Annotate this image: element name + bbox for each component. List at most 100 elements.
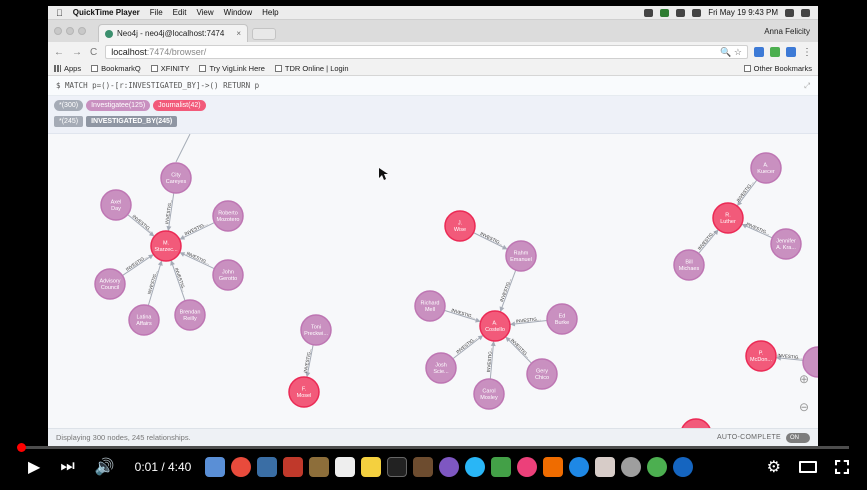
bookmark-tdr[interactable]: TDR Online | Login bbox=[274, 64, 349, 73]
graph-edge[interactable] bbox=[505, 336, 532, 364]
graph-edge[interactable] bbox=[179, 251, 215, 270]
graph-node[interactable]: Latina Affairs bbox=[128, 304, 160, 336]
node-circle[interactable] bbox=[414, 290, 446, 322]
graph-node[interactable] bbox=[681, 418, 711, 428]
next-icon[interactable]: ⏭ bbox=[60, 458, 75, 475]
forward-button[interactable]: → bbox=[72, 46, 82, 58]
chrome-menu-icon[interactable]: ⋮ bbox=[802, 46, 812, 58]
graph-edge[interactable] bbox=[170, 260, 186, 301]
graph-canvas[interactable]: INVESTIG... INVESTIG... INVESTIG... INVESTI… bbox=[48, 134, 818, 428]
node-circle[interactable] bbox=[505, 240, 537, 272]
graph-node[interactable]: Roberto Mozotero bbox=[212, 200, 244, 232]
close-window-button[interactable] bbox=[54, 27, 62, 35]
graph-node[interactable]: John Gerotto bbox=[212, 259, 244, 291]
menu-help[interactable]: Help bbox=[255, 8, 278, 17]
graph-node[interactable] bbox=[802, 346, 818, 378]
node-circle[interactable] bbox=[160, 162, 192, 194]
zoom-out-icon[interactable]: ⊖ bbox=[798, 400, 810, 414]
back-button[interactable]: ← bbox=[54, 46, 64, 58]
graph-node[interactable]: Bill Michaes bbox=[673, 249, 705, 281]
profile-name[interactable]: Anna Felicity bbox=[764, 26, 810, 36]
graph-edge[interactable] bbox=[741, 223, 773, 239]
node-circle[interactable] bbox=[770, 228, 802, 260]
browser-tab-neo4j[interactable]: Neo4j - neo4j@localhost:7474 × bbox=[98, 24, 248, 42]
graph-node[interactable]: City Careyes bbox=[160, 162, 192, 194]
graph-node[interactable]: J. Wise bbox=[444, 210, 476, 242]
graph-edge[interactable] bbox=[122, 254, 154, 276]
search-icon[interactable] bbox=[785, 8, 794, 17]
node-circle[interactable] bbox=[128, 304, 160, 336]
fullscreen-icon[interactable] bbox=[835, 460, 849, 474]
new-tab-button[interactable] bbox=[252, 28, 276, 40]
graph-node[interactable]: A. Kuecer bbox=[750, 152, 782, 184]
chip-all-rels[interactable]: *(245) bbox=[54, 116, 84, 127]
graph-edge[interactable] bbox=[306, 344, 314, 378]
node-circle[interactable] bbox=[300, 314, 332, 346]
bookmark-apps[interactable]: Apps bbox=[54, 64, 81, 73]
node-circle[interactable] bbox=[526, 358, 558, 390]
node-circle[interactable] bbox=[712, 202, 744, 234]
graph-node[interactable]: A. Costello bbox=[479, 310, 511, 342]
scrubber-knob[interactable] bbox=[17, 443, 27, 452]
node-circle[interactable] bbox=[425, 352, 457, 384]
extension-green-icon[interactable] bbox=[770, 47, 780, 57]
chip-journalist[interactable]: Journalist(42) bbox=[153, 100, 206, 111]
autocomplete-toggle[interactable]: ON bbox=[786, 432, 810, 443]
node-circle[interactable] bbox=[479, 310, 511, 342]
graph-edge[interactable] bbox=[127, 214, 155, 237]
graph-edge[interactable] bbox=[473, 232, 508, 250]
graph-edge[interactable] bbox=[179, 222, 215, 240]
battery-icon[interactable] bbox=[692, 8, 702, 17]
bookmark-viglink[interactable]: Try VigLink Here bbox=[199, 64, 265, 73]
graph-edge[interactable] bbox=[489, 340, 495, 380]
zoom-in-icon[interactable]: ⊕ bbox=[798, 372, 810, 386]
node-circle[interactable] bbox=[546, 303, 578, 335]
tab-close-icon[interactable]: × bbox=[236, 29, 241, 38]
menu-window[interactable]: Window bbox=[216, 8, 252, 17]
extension-icon[interactable] bbox=[754, 47, 764, 57]
menu-view[interactable]: View bbox=[189, 8, 213, 17]
graph-edge[interactable] bbox=[698, 229, 719, 254]
node-circle[interactable] bbox=[288, 376, 320, 408]
bookmark-xfinity[interactable]: XFINITY bbox=[150, 64, 189, 73]
node-circle[interactable] bbox=[212, 200, 244, 232]
graph-node[interactable]: M. Starzec... bbox=[150, 230, 182, 262]
graph-node[interactable]: F. Mosel bbox=[288, 376, 320, 408]
graph-node[interactable]: Jennifer A. Kra... bbox=[770, 228, 802, 260]
graph-edge[interactable] bbox=[444, 309, 481, 323]
zoom-icon[interactable]: 🔍 bbox=[720, 46, 732, 57]
maximize-window-button[interactable] bbox=[78, 27, 86, 35]
settings-gear-icon[interactable]: ⚙ bbox=[766, 459, 781, 476]
graph-edge[interactable] bbox=[167, 192, 175, 232]
reload-button[interactable]: C bbox=[90, 46, 98, 58]
graph-edge[interactable] bbox=[147, 260, 163, 306]
node-circle[interactable] bbox=[212, 259, 244, 291]
play-icon[interactable]: ▶ bbox=[28, 459, 41, 476]
graph-node[interactable]: Carol Mosley bbox=[473, 378, 505, 410]
node-circle[interactable] bbox=[100, 189, 132, 221]
wifi-icon[interactable] bbox=[676, 8, 686, 17]
address-bar[interactable]: localhost :7474/browser/ 🔍 ☆ bbox=[105, 45, 748, 59]
other-bookmarks[interactable]: Other Bookmarks bbox=[743, 64, 812, 73]
menubar-app-name[interactable]: QuickTime Player bbox=[66, 8, 140, 17]
node-circle[interactable] bbox=[150, 230, 182, 262]
node-circle[interactable] bbox=[745, 340, 777, 372]
graph-edge[interactable] bbox=[175, 134, 191, 163]
graph-edge[interactable] bbox=[499, 269, 517, 313]
graph-node[interactable]: Richard Mell bbox=[414, 290, 446, 322]
video-progress-bar[interactable] bbox=[17, 443, 849, 452]
minimize-window-button[interactable] bbox=[66, 27, 74, 35]
graph-node[interactable]: Axel Day bbox=[100, 189, 132, 221]
node-circle[interactable] bbox=[681, 418, 711, 428]
graph-node[interactable]: Ed Burke bbox=[546, 303, 578, 335]
bookmark-star-icon[interactable]: ☆ bbox=[733, 46, 742, 57]
bookmark-bookmarkq[interactable]: BookmarkQ bbox=[91, 64, 141, 73]
graph-node[interactable]: Toni Preckwi... bbox=[300, 314, 332, 346]
chip-all-nodes[interactable]: *(300) bbox=[54, 100, 84, 111]
graph-node[interactable]: R. Luther bbox=[712, 202, 744, 234]
graph-edge[interactable] bbox=[736, 179, 758, 207]
menu-file[interactable]: File bbox=[143, 8, 163, 17]
node-circle[interactable] bbox=[802, 346, 818, 378]
list-icon[interactable] bbox=[801, 8, 810, 17]
apple-icon[interactable]:  bbox=[56, 8, 63, 18]
